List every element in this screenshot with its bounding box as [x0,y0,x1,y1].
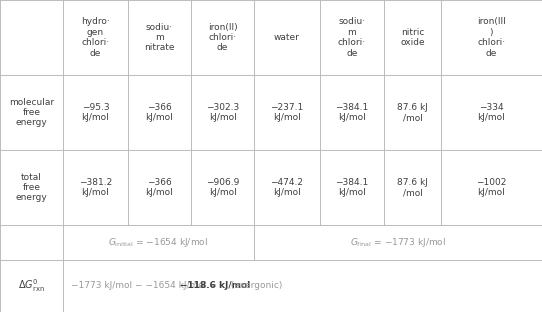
Text: −1002
kJ/mol: −1002 kJ/mol [476,178,507,197]
Text: total
free
energy: total free energy [16,173,47,202]
Text: sodiu·
m
chlori·
de: sodiu· m chlori· de [338,17,366,58]
Text: −334
kJ/mol: −334 kJ/mol [478,103,505,122]
Text: −302.3
kJ/mol: −302.3 kJ/mol [206,103,239,122]
Text: nitric
oxide: nitric oxide [400,28,425,47]
Text: water: water [274,33,300,42]
Text: molecular
free
energy: molecular free energy [9,98,54,127]
Text: −381.2
kJ/mol: −381.2 kJ/mol [79,178,112,197]
Text: −384.1
kJ/mol: −384.1 kJ/mol [335,103,369,122]
Text: 87.6 kJ
/mol: 87.6 kJ /mol [397,103,428,122]
Text: sodiu·
m
nitrate: sodiu· m nitrate [144,22,175,52]
Text: −366
kJ/mol: −366 kJ/mol [146,178,173,197]
Text: −366
kJ/mol: −366 kJ/mol [146,103,173,122]
Text: −474.2
kJ/mol: −474.2 kJ/mol [270,178,304,197]
Text: hydro·
gen
chlori·
de: hydro· gen chlori· de [81,17,110,58]
Text: iron(II)
chlori·
de: iron(II) chlori· de [208,22,237,52]
Text: −237.1
kJ/mol: −237.1 kJ/mol [270,103,304,122]
Text: −1773 kJ/mol − −1654 kJ/mol =: −1773 kJ/mol − −1654 kJ/mol = [71,281,220,290]
Text: 87.6 kJ
/mol: 87.6 kJ /mol [397,178,428,197]
Text: −906.9
kJ/mol: −906.9 kJ/mol [206,178,239,197]
Text: iron(III
)
chlori·
de: iron(III ) chlori· de [477,17,506,58]
Text: −95.3
kJ/mol: −95.3 kJ/mol [82,103,109,122]
Text: (exergonic): (exergonic) [228,281,282,290]
Text: $\Delta G^0_{\mathrm{rxn}}$: $\Delta G^0_{\mathrm{rxn}}$ [18,278,45,295]
Text: −118.6 kJ/mol: −118.6 kJ/mol [180,281,251,290]
Text: −384.1
kJ/mol: −384.1 kJ/mol [335,178,369,197]
Text: $G_{\mathrm{final}}$ = −1773 kJ/mol: $G_{\mathrm{final}}$ = −1773 kJ/mol [350,236,446,249]
Text: $G_{\mathrm{initial}}$ = −1654 kJ/mol: $G_{\mathrm{initial}}$ = −1654 kJ/mol [108,236,209,249]
